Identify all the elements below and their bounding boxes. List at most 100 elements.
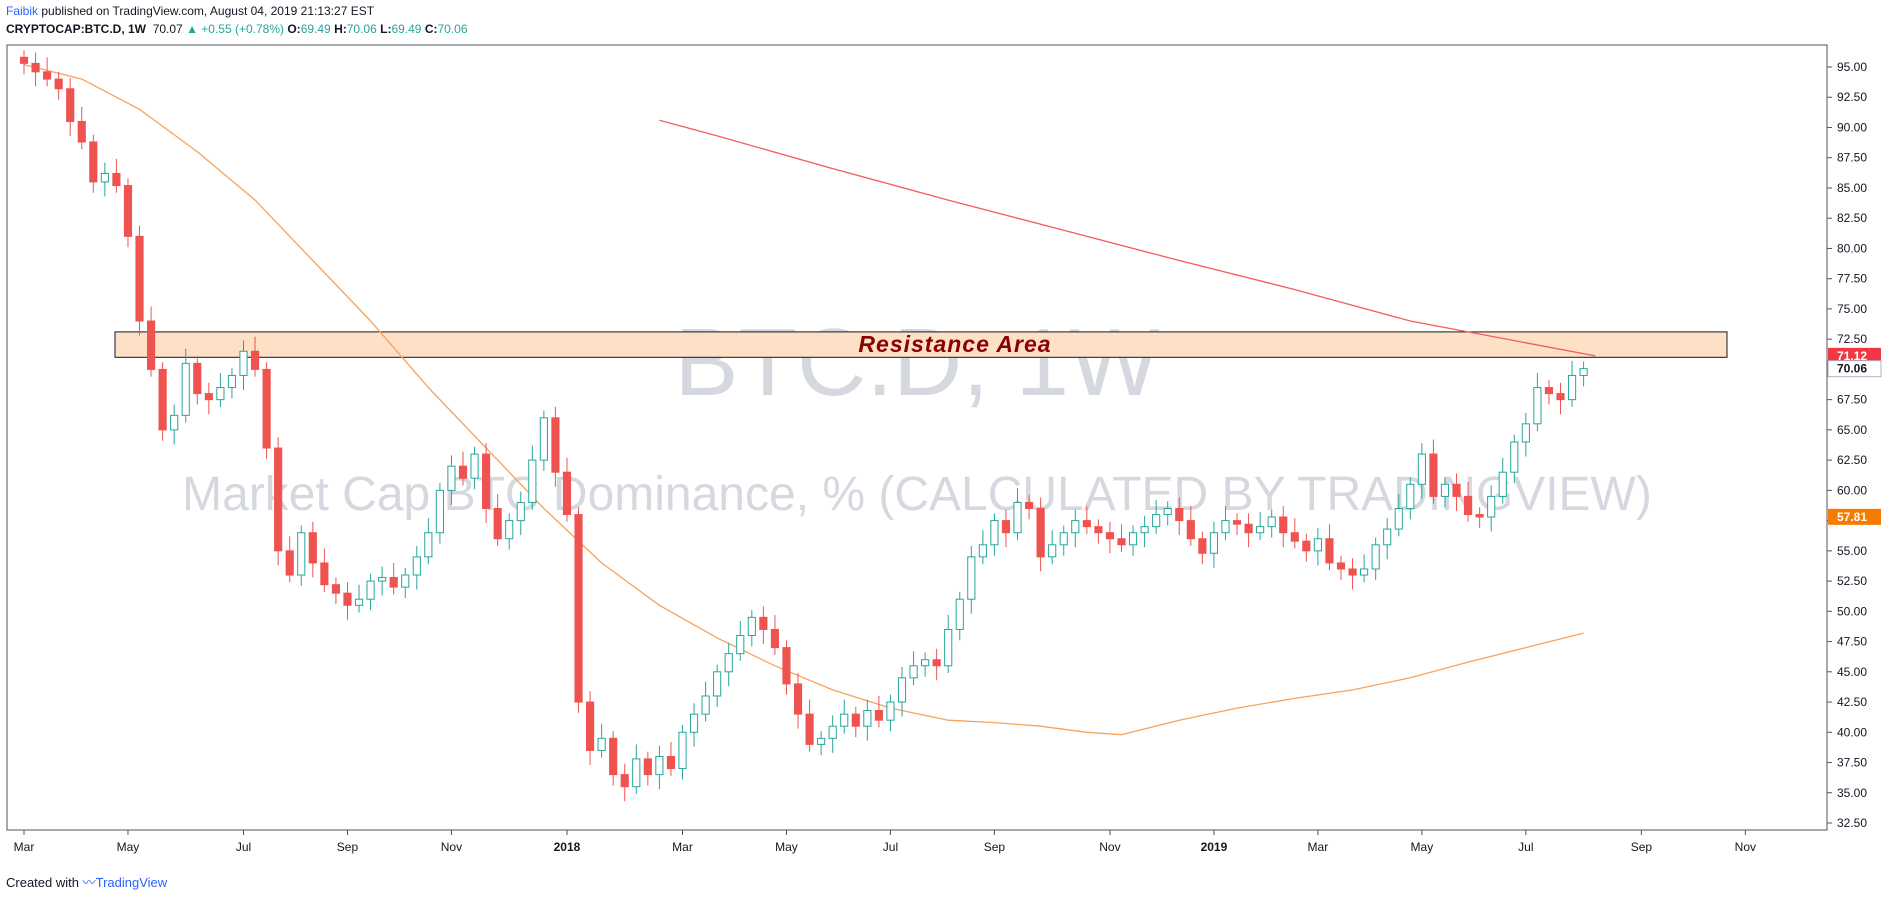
candle-body[interactable] xyxy=(216,387,225,401)
candle-body[interactable] xyxy=(1579,368,1588,376)
candle-body[interactable] xyxy=(1556,393,1565,401)
candle-body[interactable] xyxy=(204,393,213,401)
candle-body[interactable] xyxy=(1024,501,1034,510)
candle-body[interactable] xyxy=(158,368,167,431)
candle-body[interactable] xyxy=(193,362,202,395)
candle-body[interactable] xyxy=(239,350,248,376)
candle-body[interactable] xyxy=(1463,495,1473,516)
candle-body[interactable] xyxy=(1290,532,1299,542)
candle-body[interactable] xyxy=(874,710,883,721)
candle-body[interactable] xyxy=(1198,538,1207,554)
candle-body[interactable] xyxy=(724,653,733,673)
candle-body[interactable] xyxy=(66,88,75,122)
candle-body[interactable] xyxy=(343,592,352,606)
candle-body[interactable] xyxy=(389,576,398,588)
candle-body[interactable] xyxy=(955,598,964,630)
candle-body[interactable] xyxy=(713,671,722,697)
candle-body[interactable] xyxy=(31,62,40,73)
candle-body[interactable] xyxy=(528,459,537,503)
candle-body[interactable] xyxy=(262,368,271,449)
candle-body[interactable] xyxy=(493,508,502,540)
candle-body[interactable] xyxy=(1094,526,1103,534)
candle-body[interactable] xyxy=(840,713,849,727)
candle-body[interactable] xyxy=(1383,528,1392,546)
candle-body[interactable] xyxy=(932,659,941,667)
candle-body[interactable] xyxy=(678,731,687,770)
candle-body[interactable] xyxy=(886,701,895,721)
candle-body[interactable] xyxy=(1567,374,1577,401)
candle-body[interactable] xyxy=(921,659,930,667)
candle-body[interactable] xyxy=(19,56,29,64)
candle-body[interactable] xyxy=(135,235,144,322)
candle-body[interactable] xyxy=(863,710,872,727)
candle-body[interactable] xyxy=(285,550,294,576)
candle-body[interactable] xyxy=(990,520,999,546)
candle-body[interactable] xyxy=(609,737,618,776)
candle-body[interactable] xyxy=(944,628,953,667)
ma-slow-line[interactable] xyxy=(659,119,1596,357)
candle-body[interactable] xyxy=(170,414,179,431)
candle-body[interactable] xyxy=(817,737,826,745)
ma-fast-line[interactable] xyxy=(23,63,1584,736)
candle-body[interactable] xyxy=(1452,483,1461,497)
candle-body[interactable] xyxy=(1440,483,1450,497)
candle-body[interactable] xyxy=(689,713,699,733)
candle-body[interactable] xyxy=(1325,538,1334,564)
candle-body[interactable] xyxy=(1498,471,1507,497)
candle-body[interactable] xyxy=(1140,526,1149,534)
candle-body[interactable] xyxy=(770,628,780,649)
candle-body[interactable] xyxy=(146,320,156,370)
candle-body[interactable] xyxy=(1475,514,1484,518)
candle-body[interactable] xyxy=(1533,387,1542,425)
candle-body[interactable] xyxy=(331,584,341,594)
candle-body[interactable] xyxy=(1152,514,1161,528)
candle-body[interactable] xyxy=(100,172,109,183)
candle-body[interactable] xyxy=(1510,441,1519,473)
candle-body[interactable] xyxy=(77,120,86,143)
candle-body[interactable] xyxy=(1313,538,1322,552)
candle-body[interactable] xyxy=(1175,508,1184,522)
candle-body[interactable] xyxy=(828,725,837,739)
candle-body[interactable] xyxy=(470,453,479,479)
candle-body[interactable] xyxy=(562,471,572,516)
candle-body[interactable] xyxy=(308,532,317,564)
candle-body[interactable] xyxy=(1059,532,1068,546)
candle-body[interactable] xyxy=(967,556,976,600)
candle-body[interactable] xyxy=(1082,520,1091,528)
candle-body[interactable] xyxy=(1267,516,1276,528)
candle-body[interactable] xyxy=(1360,568,1369,576)
candle-body[interactable] xyxy=(782,647,791,685)
candle-body[interactable] xyxy=(181,362,190,416)
candle-body[interactable] xyxy=(655,755,664,776)
candle-body[interactable] xyxy=(1048,544,1057,558)
candle-body[interactable] xyxy=(666,755,676,770)
candle-body[interactable] xyxy=(1001,520,1011,534)
candle-body[interactable] xyxy=(354,598,364,606)
candle-body[interactable] xyxy=(435,489,444,534)
candle-body[interactable] xyxy=(1544,387,1554,395)
candle-body[interactable] xyxy=(574,514,583,703)
candle-body[interactable] xyxy=(793,683,803,715)
candle-body[interactable] xyxy=(89,141,98,183)
candle-body[interactable] xyxy=(585,701,595,751)
candle-body[interactable] xyxy=(759,616,768,630)
candle-body[interactable] xyxy=(701,695,710,715)
candle-body[interactable] xyxy=(123,185,133,237)
candle-body[interactable] xyxy=(112,172,121,187)
candle-body[interactable] xyxy=(516,501,525,522)
candle-body[interactable] xyxy=(736,635,745,655)
candle-body[interactable] xyxy=(551,417,560,473)
candle-body[interactable] xyxy=(412,556,421,576)
candle-body[interactable] xyxy=(250,350,260,370)
candle-body[interactable] xyxy=(1429,453,1438,497)
candle-body[interactable] xyxy=(297,532,306,576)
candle-body[interactable] xyxy=(1163,508,1172,516)
candle-body[interactable] xyxy=(1013,501,1022,534)
candle-body[interactable] xyxy=(1394,508,1403,530)
candle-body[interactable] xyxy=(320,562,329,586)
candle-body[interactable] xyxy=(482,453,491,510)
candle-body[interactable] xyxy=(1186,520,1195,540)
candle-body[interactable] xyxy=(747,616,756,637)
candle-body[interactable] xyxy=(1244,523,1253,534)
